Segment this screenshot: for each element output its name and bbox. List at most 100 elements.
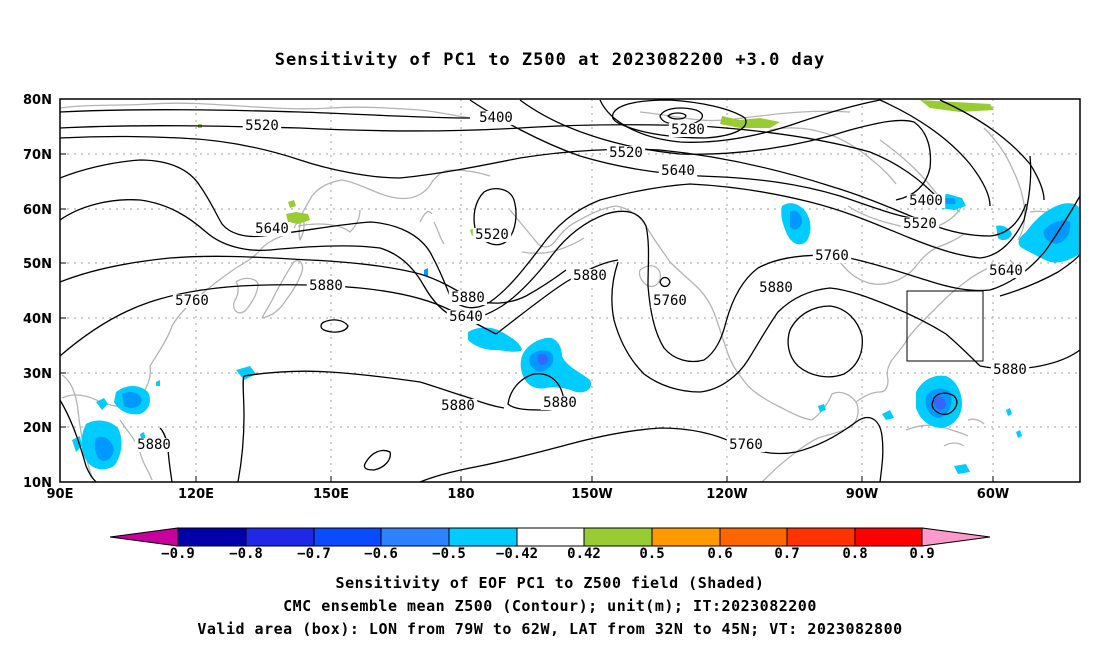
colorbar-swatch xyxy=(854,527,923,547)
colorbar-swatch xyxy=(516,527,585,547)
colorbar-label: −0.42 xyxy=(496,546,538,562)
contour-label-bg xyxy=(658,164,698,178)
contour-label-bg xyxy=(446,310,486,324)
contour-labels: 5520 5400 5280 5520 5640 5400 5520 5640 5520 5760… xyxy=(134,110,1030,453)
contour-label: 5880 xyxy=(759,280,793,296)
colorbar-label: 0.6 xyxy=(707,546,732,562)
colorbar-label: −0.6 xyxy=(364,546,398,562)
caption-valid-area: Valid area (box): LON from 79W to 62W, L… xyxy=(197,620,903,638)
colorbar-swatch xyxy=(448,527,518,547)
colorbar-swatch xyxy=(786,527,856,547)
lat-label: 10N xyxy=(23,476,52,491)
colorbar-label: 0.8 xyxy=(842,546,867,562)
caption-contour: CMC ensemble mean Z500 (Contour); unit(m… xyxy=(283,597,817,615)
contour-label-bg xyxy=(812,249,852,263)
colorbar-tick-labels: −0.9 −0.8 −0.7 −0.6 −0.5 −0.42 0.42 0.5 … xyxy=(161,546,935,562)
contour-label-bg xyxy=(990,363,1030,377)
caption-shading: Sensitivity of EOF PC1 to Z500 field (Sh… xyxy=(335,574,765,592)
valid-area-box xyxy=(906,290,984,362)
contour-label-bg xyxy=(900,217,940,231)
colorbar-label: 0.7 xyxy=(774,546,799,562)
colorbar-swatch xyxy=(245,527,315,547)
longitude-labels: 90E 120E 150E 180 150W 120W 90W 60W xyxy=(47,487,1010,502)
colorbar-swatch xyxy=(583,527,653,547)
contour-label: 5880 xyxy=(573,268,607,284)
colorbar-swatch xyxy=(313,527,382,547)
contour-label: 5760 xyxy=(175,293,209,309)
contour-label-bg xyxy=(726,438,766,452)
contour-label-bg xyxy=(252,222,292,236)
contour-label-bg xyxy=(906,194,946,208)
contour-label: 5880 xyxy=(441,398,475,414)
contour-label-bg xyxy=(540,396,580,410)
contour-label: 5280 xyxy=(671,122,705,138)
contour-label-bg xyxy=(472,228,512,242)
contour-label-bg xyxy=(756,281,796,295)
contour-label: 5520 xyxy=(475,227,509,243)
contour-label-bg xyxy=(172,294,212,308)
contour-label-bg xyxy=(448,291,488,305)
colorbar-label: −0.7 xyxy=(297,546,331,562)
contour-label: 5640 xyxy=(449,309,483,325)
contour-label: 5640 xyxy=(989,263,1023,279)
lat-label: 60N xyxy=(23,203,52,218)
contour-label: 5760 xyxy=(653,293,687,309)
colorbar-label: 0.9 xyxy=(909,546,934,562)
lon-label: 120E xyxy=(178,487,214,502)
colorbar-high-triangle xyxy=(921,527,991,547)
colorbar-label: 0.5 xyxy=(639,546,664,562)
colorbar-swatch xyxy=(177,527,247,547)
lat-label: 20N xyxy=(23,421,52,436)
lon-label: 180 xyxy=(447,487,474,502)
contour-label-bg xyxy=(438,399,478,413)
contour-label-bg xyxy=(606,146,646,160)
contour-label-bg xyxy=(242,119,282,133)
contour-label: 5760 xyxy=(729,437,763,453)
lat-label: 50N xyxy=(23,257,52,272)
lon-label: 60W xyxy=(977,487,1009,502)
colorbar-swatch xyxy=(719,527,788,547)
lon-label: 120W xyxy=(706,487,747,502)
lat-label: 80N xyxy=(23,93,52,108)
plot-title: Sensitivity of PC1 to Z500 at 2023082200… xyxy=(274,50,826,70)
colorbar-swatch xyxy=(380,527,450,547)
contour-label: 5880 xyxy=(309,278,343,294)
map-gridlines xyxy=(60,99,1080,482)
contour-label: 5640 xyxy=(255,221,289,237)
contour-label: 5880 xyxy=(543,395,577,411)
lon-label: 90W xyxy=(846,487,878,502)
contour-label-bg xyxy=(134,438,174,452)
contour-label: 5520 xyxy=(609,145,643,161)
lat-label: 70N xyxy=(23,148,52,163)
lon-label: 150E xyxy=(313,487,349,502)
contour-label-bg xyxy=(570,269,610,283)
contour-label: 5400 xyxy=(479,110,513,126)
contour-label: 5520 xyxy=(245,118,279,134)
axis-ticks xyxy=(60,98,994,482)
contour-label: 5520 xyxy=(903,216,937,232)
contour-label: 5880 xyxy=(451,290,485,306)
contour-label: 5760 xyxy=(815,248,849,264)
colorbar xyxy=(109,527,991,547)
latitude-labels: 80N 70N 60N 50N 40N 30N 20N 10N xyxy=(23,93,52,491)
contour-label: 5880 xyxy=(993,362,1027,378)
contour-label-bg xyxy=(650,294,690,308)
colorbar-label: −0.8 xyxy=(229,546,263,562)
colorbar-low-triangle xyxy=(109,527,179,547)
contour-label: 5400 xyxy=(909,193,943,209)
lon-label: 150W xyxy=(571,487,612,502)
colorbar-label: −0.5 xyxy=(432,546,466,562)
contour-label: 5880 xyxy=(137,437,171,453)
map-border xyxy=(59,98,1081,483)
sensitivity-shading xyxy=(72,100,1080,474)
lat-label: 30N xyxy=(23,367,52,382)
lon-label: 90E xyxy=(47,487,74,502)
contour-label: 5640 xyxy=(661,163,695,179)
contour-label-bg xyxy=(476,111,516,125)
contour-label-bg xyxy=(306,279,346,293)
contour-label-bg xyxy=(668,123,708,137)
colorbar-label: 0.42 xyxy=(567,546,601,562)
colorbar-label: −0.9 xyxy=(161,546,195,562)
lat-label: 40N xyxy=(23,312,52,327)
